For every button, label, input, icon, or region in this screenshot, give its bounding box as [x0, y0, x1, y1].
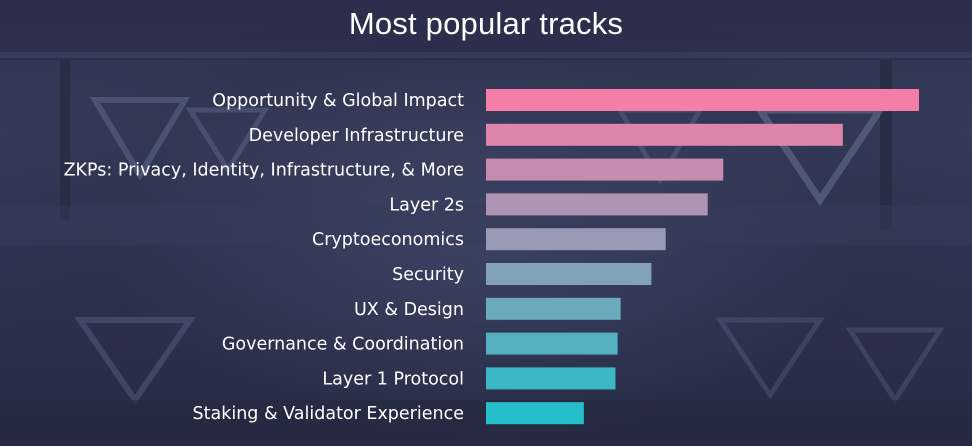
category-label: Layer 2s — [389, 195, 464, 215]
bar — [486, 297, 621, 320]
category-label: Developer Infrastructure — [249, 126, 464, 146]
bar — [486, 332, 618, 355]
category-label: Staking & Validator Experience — [193, 404, 464, 424]
bar — [486, 263, 652, 285]
bar — [486, 367, 616, 390]
bar — [486, 123, 843, 146]
bar — [486, 89, 919, 111]
chart-title: Most popular tracks — [348, 6, 624, 41]
category-label: Opportunity & Global Impact — [212, 91, 464, 111]
bar — [486, 228, 666, 251]
category-label: Layer 1 Protocol — [322, 369, 464, 389]
bar — [486, 193, 708, 216]
category-label: ZKPs: Privacy, Identity, Infrastructure,… — [64, 161, 464, 181]
category-label: Security — [392, 265, 464, 285]
bar — [486, 158, 724, 181]
category-label: Cryptoeconomics — [312, 230, 464, 250]
category-label: UX & Design — [354, 300, 464, 320]
category-label: Governance & Coordination — [222, 335, 464, 355]
bar — [486, 402, 584, 425]
